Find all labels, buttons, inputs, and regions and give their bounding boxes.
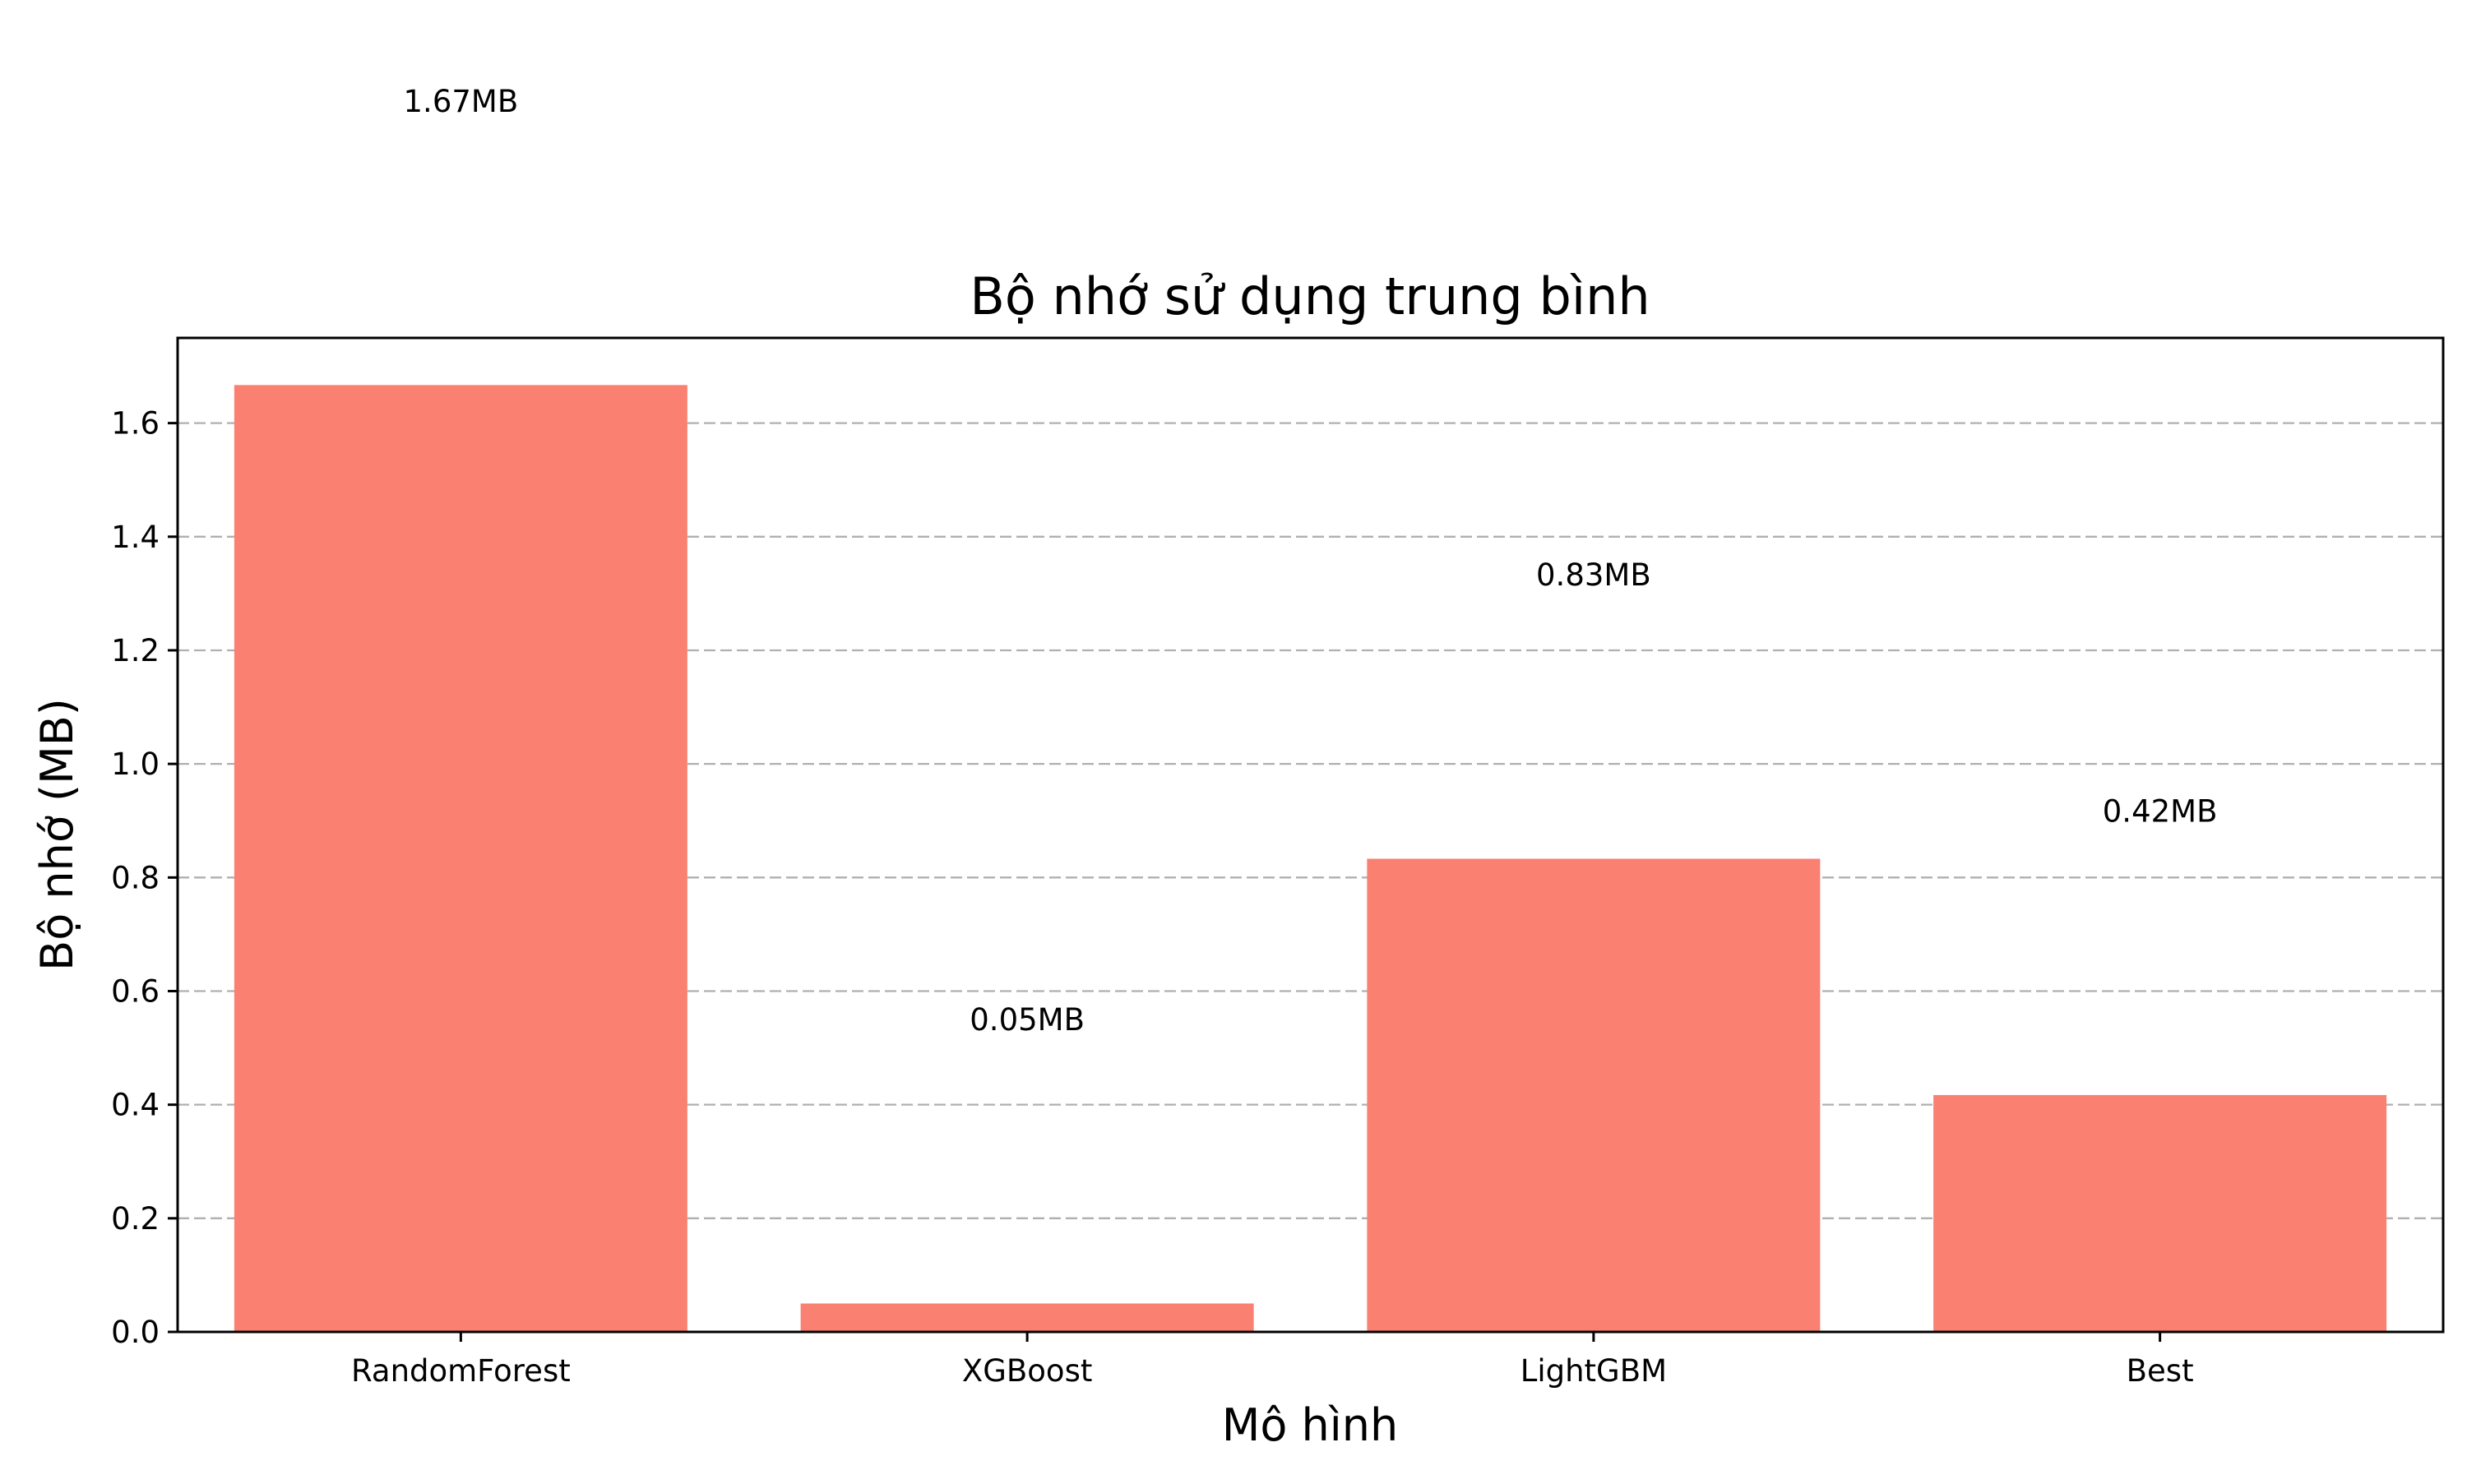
y-axis-ticks: 0.0 0.2 0.4 0.6 0.8 1.0 1.2 1.4 1.6 [111, 406, 178, 1350]
bar-value-label: 0.42MB [2103, 793, 2218, 829]
bar [234, 385, 687, 1332]
bars [234, 385, 2387, 1332]
y-tick-label: 1.4 [111, 520, 160, 555]
bar-value-label: 0.83MB [1536, 557, 1651, 593]
y-tick-label: 1.6 [111, 406, 160, 442]
x-tick-label: Best [2127, 1353, 2194, 1389]
x-axis-ticks: RandomForest XGBoost LightGBM Best [351, 1332, 2194, 1389]
y-tick-label: 1.0 [111, 747, 160, 782]
plot-frame [176, 336, 2445, 1334]
y-tick-label: 0.2 [111, 1201, 160, 1237]
x-tick-label: LightGBM [1520, 1353, 1667, 1389]
y-tick-label: 0.4 [111, 1088, 160, 1123]
y-tick-label: 0.8 [111, 860, 160, 895]
bar [1933, 1094, 2387, 1332]
y-tick-label: 0.6 [111, 973, 160, 1009]
bar-value-label: 1.67MB [404, 84, 519, 119]
bar-value-label: 0.05MB [970, 1002, 1085, 1038]
x-axis-title: Mô hình [1222, 1399, 1398, 1451]
bar-data-labels: 1.67MB 0.05MB 0.83MB 0.42MB [404, 84, 2218, 1038]
y-tick-label: 1.2 [111, 633, 160, 668]
y-tick-label: 0.0 [111, 1315, 160, 1350]
bar [800, 1303, 1254, 1332]
chart-title: Bộ nhớ sử dụng trung bình [970, 266, 1650, 326]
y-axis-title: Bộ nhớ (MB) [31, 698, 83, 971]
x-tick-label: XGBoost [962, 1353, 1092, 1389]
x-tick-label: RandomForest [351, 1353, 571, 1389]
bar [1367, 858, 1821, 1332]
